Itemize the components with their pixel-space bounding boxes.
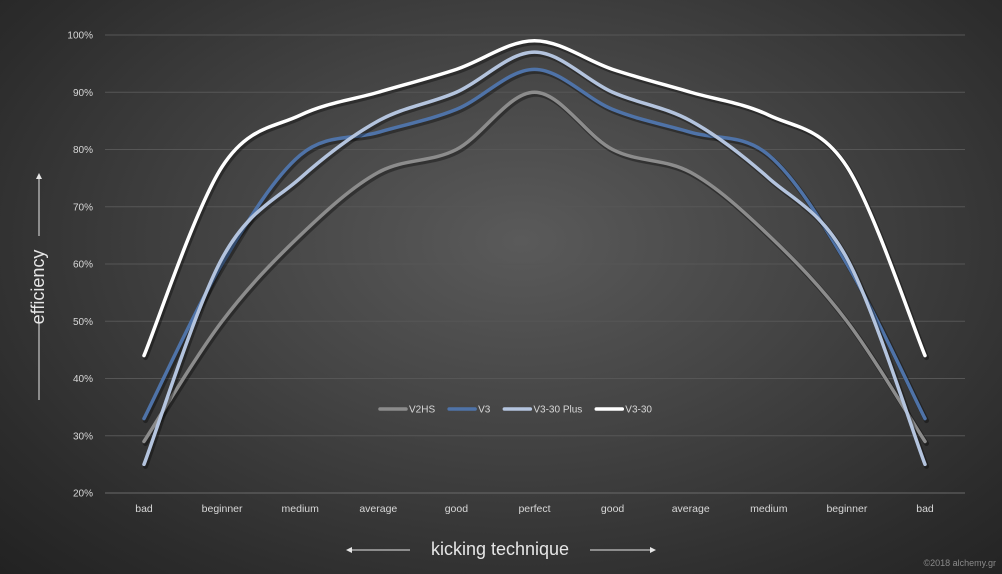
x-axis-title: kicking technique [431,539,569,559]
y-tick-label: 90% [73,88,93,99]
x-tick-label: beginner [202,503,243,515]
x-tick-label: bad [916,503,934,515]
x-tick-label: beginner [826,503,867,515]
x-tick-label: perfect [518,503,550,515]
x-tick-label: average [359,503,397,515]
copyright-credit: ©2018 alchemy.gr [923,558,996,568]
series-line-v3-30-plus [142,50,927,467]
y-axis-title: efficiency [28,250,48,325]
y-tick-label: 30% [73,431,93,442]
legend-label-v3-30-plus: V3-30 Plus [533,405,582,416]
x-axis-ticks: bad beginner medium average good perfect good a… [135,503,934,515]
series-lines [142,38,929,469]
series-shadow-v3 [143,68,929,424]
y-tick-label: 80% [73,145,93,156]
y-tick-label: 40% [73,374,93,385]
y-tick-label: 50% [73,317,93,328]
series-line-v3-30 [142,38,927,358]
x-tick-label: medium [750,503,788,515]
legend-label-v3: V3 [478,405,491,416]
x-tick-label: medium [282,503,320,515]
y-tick-label: 100% [67,31,93,42]
x-tick-label: good [445,503,469,515]
legend-label-v2hs: V2HS [409,405,435,416]
legend-label-v3-30: V3-30 [625,405,652,416]
x-tick-label: average [672,503,710,515]
series-line-v2hs [142,90,927,444]
series-shadow-v2hs [143,91,929,446]
gridlines [105,34,965,494]
x-tick-label: good [601,503,625,515]
y-tick-label: 70% [73,202,93,213]
y-tick-label: 60% [73,260,93,271]
y-axis-title-group: efficiency [28,173,48,400]
legend: V2HS V3 V3-30 Plus V3-30 [378,405,652,416]
y-tick-label: 20% [73,489,93,500]
y-axis-ticks: 20% 30% 40% 50% 60% 70% 80% 90% 100% [67,31,93,500]
series-line-v3 [142,67,927,421]
x-tick-label: bad [135,503,153,515]
x-axis-title-group: kicking technique [346,539,656,559]
